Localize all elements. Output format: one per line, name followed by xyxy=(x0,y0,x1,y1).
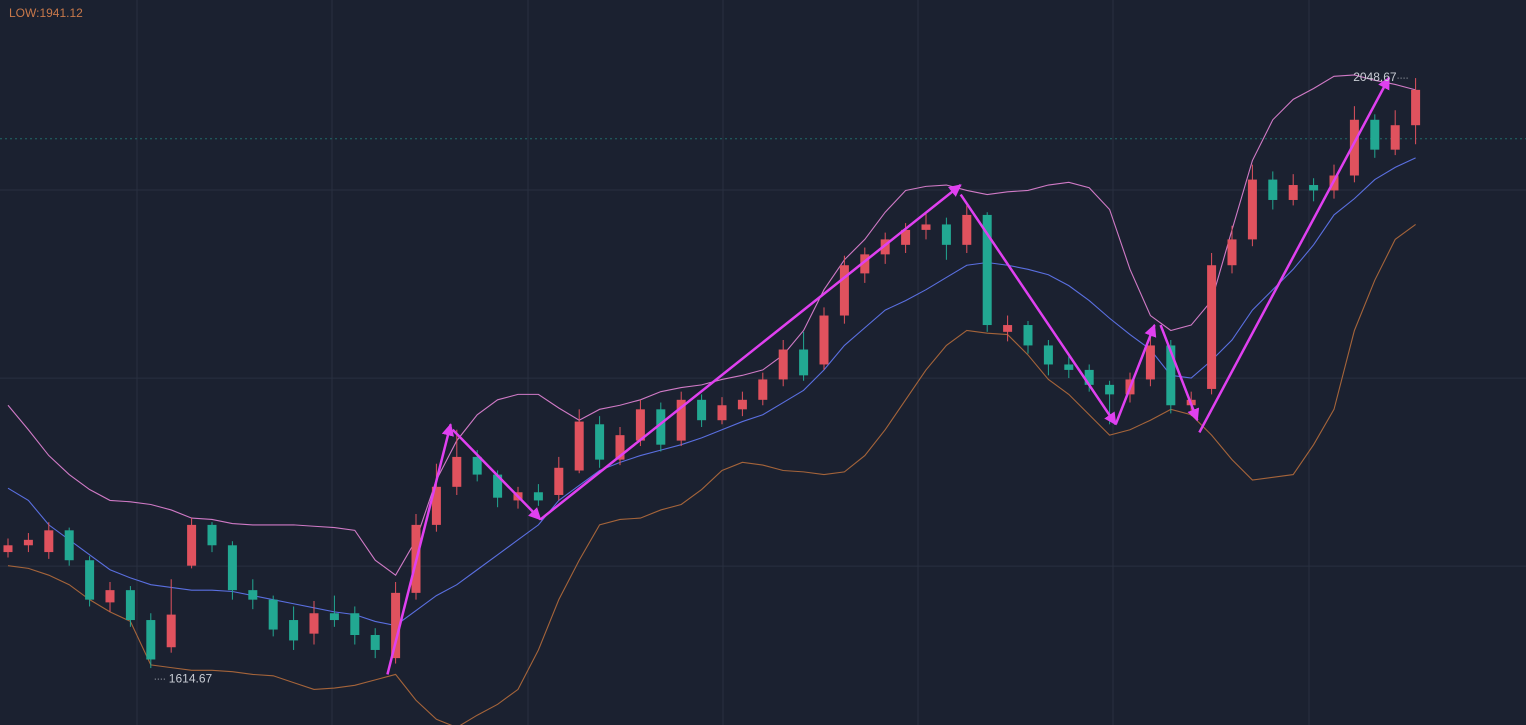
candle-body xyxy=(1247,179,1257,240)
candle-body xyxy=(166,614,176,648)
candle-body xyxy=(350,613,360,636)
band-line xyxy=(7,157,1416,627)
candle-body xyxy=(3,545,13,553)
candle-body xyxy=(1003,325,1013,332)
trend-arrow xyxy=(1114,323,1157,425)
candle-body xyxy=(758,379,768,400)
candle-body xyxy=(941,224,951,245)
candle-body xyxy=(656,409,666,445)
candle-body xyxy=(227,545,237,591)
candle-body xyxy=(1288,185,1298,200)
header-low: LOW:1941.12 xyxy=(9,6,83,20)
candle-body xyxy=(819,315,829,365)
low-label: 1614.67 xyxy=(169,671,213,685)
candle-body xyxy=(860,254,870,274)
candle-body xyxy=(1268,179,1278,200)
band-line xyxy=(7,224,1416,725)
candle-body xyxy=(472,456,482,475)
candle-body xyxy=(452,456,462,487)
candle-body xyxy=(635,409,645,441)
candle-body xyxy=(289,620,299,641)
candle-body xyxy=(207,524,217,546)
candle-body xyxy=(1390,125,1400,150)
candle-body xyxy=(839,265,849,316)
candle-body xyxy=(64,530,74,561)
candle-body xyxy=(697,399,707,421)
candle-body xyxy=(1084,369,1094,385)
candle-body xyxy=(1105,384,1115,395)
candle-body xyxy=(1043,345,1053,365)
candle-body xyxy=(146,620,156,660)
candle-body xyxy=(1166,345,1176,406)
candle-body xyxy=(737,399,747,410)
candle-body xyxy=(1207,265,1217,389)
candle-body xyxy=(554,467,564,495)
candle-body xyxy=(125,590,135,621)
candle-body xyxy=(1064,364,1074,370)
candle-body xyxy=(1227,239,1237,266)
candle-body xyxy=(44,530,54,553)
candle-body xyxy=(85,560,95,600)
candle-body xyxy=(23,539,33,546)
candle-body xyxy=(676,399,686,441)
candle-body xyxy=(1145,345,1155,380)
candle-body xyxy=(309,613,319,634)
candle-body xyxy=(901,229,911,245)
trend-arrow xyxy=(1198,76,1391,434)
candle-body xyxy=(615,435,625,460)
candle-body xyxy=(1411,89,1421,126)
band-line xyxy=(7,74,1416,576)
vertical-grid xyxy=(136,0,1310,725)
candle-body xyxy=(370,635,380,650)
candle-body xyxy=(105,590,115,603)
trend-arrow xyxy=(386,423,454,675)
candle-body xyxy=(1023,325,1033,346)
high-label: 2048.67 xyxy=(1353,70,1397,84)
candle-body xyxy=(574,421,584,471)
candle-body xyxy=(778,349,788,380)
candle-body xyxy=(268,599,278,630)
candle-body xyxy=(962,214,972,245)
trend-arrow xyxy=(539,184,962,521)
candle-body xyxy=(880,239,890,255)
candle-body xyxy=(921,224,931,230)
candle-body xyxy=(1370,119,1380,150)
candle-body xyxy=(493,474,503,498)
trend-arrow xyxy=(451,428,542,521)
candle-body xyxy=(391,592,401,659)
candle-body xyxy=(431,486,441,525)
candle-body xyxy=(1349,119,1359,176)
candle-body xyxy=(533,492,543,501)
candle-body xyxy=(799,349,809,376)
trend-arrow xyxy=(959,193,1117,426)
candle-body xyxy=(187,524,197,566)
trend-arrow xyxy=(1159,324,1200,422)
candle-body xyxy=(595,424,605,460)
candle-body xyxy=(1309,185,1319,191)
candle-body xyxy=(248,590,258,600)
candle-body xyxy=(329,613,339,621)
candle-body xyxy=(717,405,727,421)
candle-body xyxy=(982,214,992,326)
